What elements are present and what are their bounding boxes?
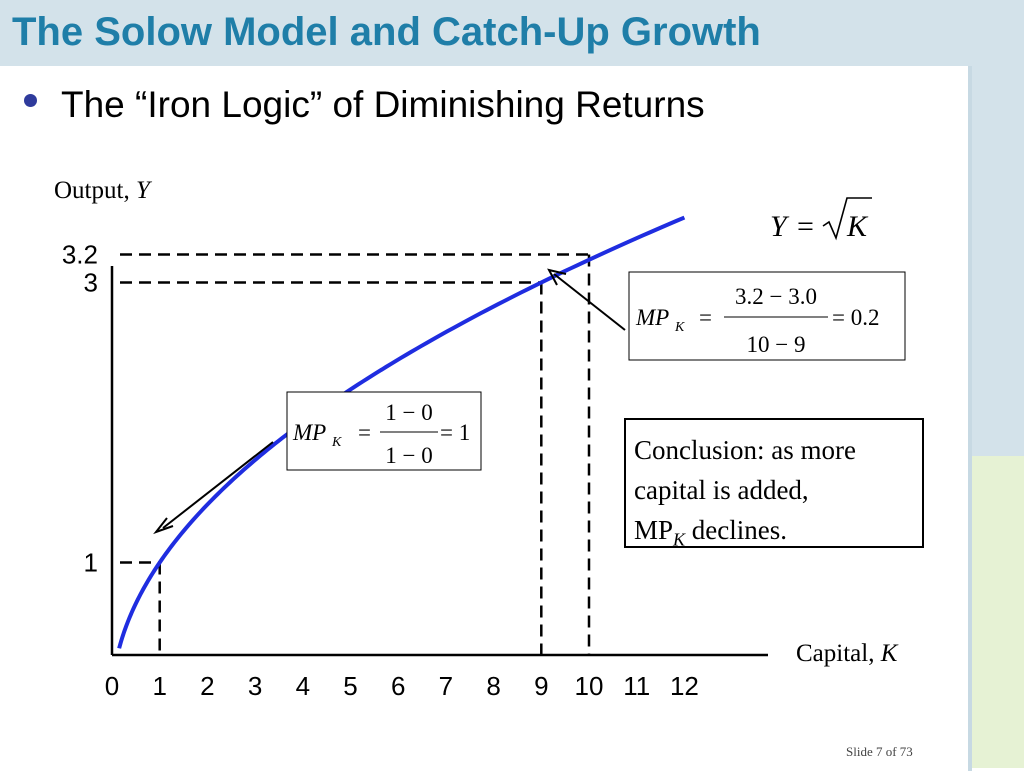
- sqrt-radical-icon: [822, 197, 872, 241]
- arrow-mp2-head-icon: [547, 268, 567, 286]
- conclusion-mp: MP: [634, 515, 674, 545]
- x-axis-label: Capital, K: [796, 640, 899, 667]
- annotation-mp2-num: 3.2 − 3.0: [735, 284, 817, 309]
- x-tick-label-0: 0: [105, 671, 119, 701]
- annotation-mp1-den: 1 − 0: [385, 443, 432, 468]
- annotation-mp1-box: [286, 391, 482, 471]
- equation-lhs: Y: [770, 210, 790, 243]
- output-curve: [117, 215, 686, 649]
- annotation-mp1-result: = 1: [440, 420, 470, 445]
- annotation-mp1: MP K = 1 − 0 1 − 0 = 1: [286, 391, 482, 471]
- annotation-arrows: [153, 268, 626, 535]
- arrow-mp1-head-icon: [153, 517, 174, 535]
- conclusion-line-3: MPK declines.: [634, 510, 914, 559]
- x-tick-label-12: 12: [670, 671, 699, 701]
- slide-title: The Solow Model and Catch-Up Growth: [12, 10, 761, 54]
- conclusion-line-1: Conclusion: as more: [634, 435, 856, 465]
- bullet-item: The “Iron Logic” of Diminishing Returns: [24, 80, 705, 130]
- x-tick-label-9: 9: [534, 671, 548, 701]
- y-tick-label-3-2: 3.2: [62, 240, 98, 270]
- curve-layer: [117, 215, 686, 649]
- equation-eq: =: [797, 210, 814, 243]
- x-axis-label-text: Capital,: [796, 640, 881, 667]
- y-axis-label-text: Output,: [54, 177, 136, 204]
- curve-equation: Y = K: [770, 197, 872, 243]
- arrow-mp1-line: [162, 441, 274, 529]
- annotation-mp2-eq: =: [699, 305, 712, 330]
- x-tick-label-7: 7: [439, 671, 453, 701]
- y-axis-label-var: Y: [136, 177, 153, 204]
- equation-radicand: K: [846, 210, 869, 243]
- y-tick-label-3: 3: [84, 268, 98, 298]
- conclusion-line-2: capital is added,: [634, 475, 809, 505]
- x-tick-label-5: 5: [343, 671, 357, 701]
- bullet-text: The “Iron Logic” of Diminishing Returns: [61, 84, 705, 125]
- x-tick-label-8: 8: [486, 671, 500, 701]
- annotation-mp1-num: 1 − 0: [385, 400, 432, 425]
- guide-lines: [120, 253, 591, 655]
- annotation-mp2: MP K = 3.2 − 3.0 10 − 9 = 0.2: [628, 271, 906, 361]
- x-tick-label-4: 4: [296, 671, 310, 701]
- conclusion-mp-sub: K: [673, 529, 686, 550]
- annotation-mp1-sub: K: [331, 435, 342, 450]
- annotation-mp2-mp: MP: [635, 305, 669, 330]
- x-axis-label-var: K: [880, 640, 899, 667]
- x-tick-label-10: 10: [575, 671, 604, 701]
- x-tick-label-1: 1: [152, 671, 166, 701]
- slide-number: Slide 7 of 73: [846, 744, 913, 759]
- annotation-mp2-result: = 0.2: [832, 305, 879, 330]
- arrow-mp2-line: [553, 273, 626, 331]
- y-axis-label: Output, Y: [54, 177, 153, 204]
- bullet-dot-icon: [24, 93, 37, 107]
- y-tick-label-1: 1: [84, 548, 98, 578]
- annotation-mp1-eq: =: [358, 420, 371, 445]
- annotation-mp2-box: [628, 271, 906, 361]
- x-tick-label-6: 6: [391, 671, 405, 701]
- annotation-mp1-mp: MP: [292, 420, 326, 445]
- annotation-mp2-den: 10 − 9: [747, 332, 806, 357]
- x-tick-label-11: 11: [623, 671, 650, 701]
- x-tick-label-3: 3: [248, 671, 262, 701]
- conclusion-box: Conclusion: as more capital is added, MP…: [624, 418, 924, 549]
- conclusion-declines: declines.: [685, 515, 788, 545]
- annotation-mp2-sub: K: [674, 320, 685, 335]
- x-tick-label-2: 2: [200, 671, 214, 701]
